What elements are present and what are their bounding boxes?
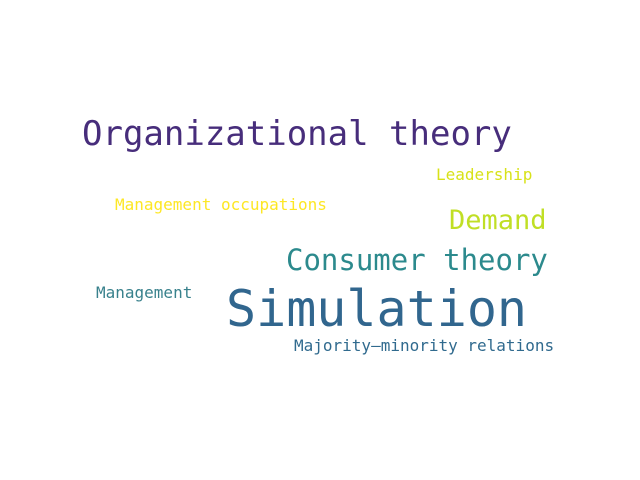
word-management-occupations: Management occupations [115,195,327,214]
word-consumer-theory: Consumer theory [286,243,548,277]
word-leadership: Leadership [436,165,533,184]
word-organizational-theory: Organizational theory [82,114,512,154]
word-management: Management [96,283,193,302]
word-demand: Demand [449,205,547,236]
word-majority-minority-relations: Majority–minority relations [294,336,555,355]
word-simulation: Simulation [226,280,528,338]
